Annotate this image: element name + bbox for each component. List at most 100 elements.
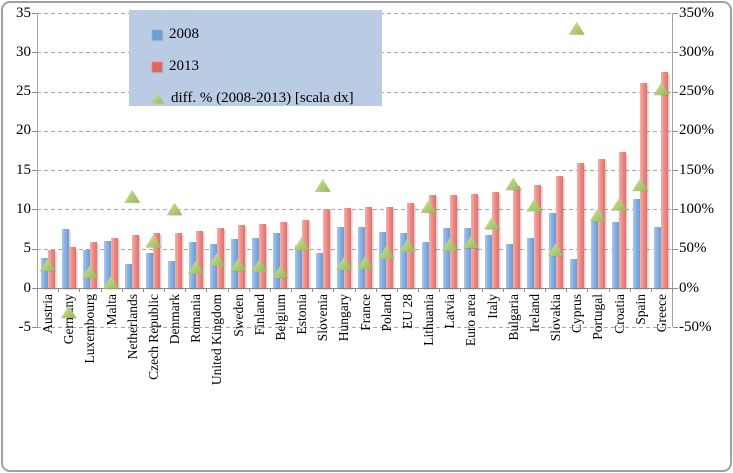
bar-2008-denmark xyxy=(167,260,175,288)
right-axis-tick-label: 250% xyxy=(679,83,714,100)
bar-2008-ireland xyxy=(527,237,535,288)
x-axis-tick xyxy=(439,288,441,292)
x-axis-tick xyxy=(269,288,271,292)
left-axis-tick-label: 5 xyxy=(23,240,32,257)
diff-marker-cyprus xyxy=(568,21,585,35)
green-triangle-icon xyxy=(151,92,164,104)
category-label-france: France xyxy=(357,294,373,331)
right-axis-tick xyxy=(673,288,678,289)
bar-2013-cyprus xyxy=(576,163,584,288)
left-axis-line xyxy=(37,13,38,328)
category-label-hungary: Hungary xyxy=(336,294,352,342)
bar-2013-slovakia xyxy=(555,176,563,288)
right-axis-tick xyxy=(673,130,678,132)
category-label-luxembourg: Luxembourg xyxy=(82,294,98,364)
x-axis-tick xyxy=(629,288,631,292)
bar-2008-belgium xyxy=(273,233,281,288)
bar-2013-romania xyxy=(195,230,203,288)
bar-2008-cyprus xyxy=(569,258,577,288)
x-axis-tick xyxy=(206,288,208,292)
category-label-austria: Austria xyxy=(40,294,56,334)
left-axis-tick xyxy=(32,130,37,132)
left-axis-tick-label: 20 xyxy=(16,122,31,139)
x-axis-tick xyxy=(587,288,589,292)
bar-2013-netherlands xyxy=(132,235,140,288)
right-axis-tick-label: 300% xyxy=(679,43,714,60)
bar-2008-lithuania xyxy=(421,242,429,288)
bar-2013-luxembourg xyxy=(89,241,97,288)
category-label-czech-republic: Czech Republic xyxy=(145,294,161,380)
x-axis-tick xyxy=(37,288,38,292)
right-axis-line xyxy=(672,13,673,328)
category-label-united-kingdom: United Kingdom xyxy=(209,294,225,386)
bar-2013-croatia xyxy=(619,152,627,288)
gridline xyxy=(37,130,672,132)
bar-2013-belgium xyxy=(280,222,288,288)
category-label-finland: Finland xyxy=(251,294,267,336)
bar-2008-portugal xyxy=(590,221,598,288)
legend-item-diff: diff. % (2008-2013) [scala dx] xyxy=(151,82,382,114)
left-axis-tick xyxy=(32,248,37,250)
x-axis-tick xyxy=(566,288,568,292)
left-axis-tick xyxy=(32,327,37,329)
left-axis-tick-label: 30 xyxy=(16,43,31,60)
x-axis-tick xyxy=(185,288,187,292)
bar-2008-estonia xyxy=(294,244,302,288)
x-axis-tick xyxy=(142,288,144,292)
x-axis-tick xyxy=(608,288,610,292)
legend-item-2008: 2008 xyxy=(151,18,382,50)
x-axis-tick xyxy=(58,288,60,292)
bar-2008-bulgaria xyxy=(506,244,514,288)
bar-2013-france xyxy=(365,207,373,288)
left-axis-tick xyxy=(32,209,37,211)
bar-2008-united-kingdom xyxy=(209,244,217,288)
category-label-germany: Germany xyxy=(61,294,77,345)
bar-2008-germany xyxy=(61,229,69,288)
category-label-greece: Greece xyxy=(653,294,669,333)
bar-2013-sweden xyxy=(238,225,246,288)
bar-2013-finland xyxy=(259,223,267,288)
blue-square-icon xyxy=(151,28,162,40)
bar-2013-portugal xyxy=(597,159,605,288)
gridline xyxy=(37,327,672,329)
category-label-malta: Malta xyxy=(103,294,119,326)
x-axis-tick xyxy=(291,288,292,292)
x-axis-tick xyxy=(100,288,102,292)
left-axis-tick-label: 0 xyxy=(23,279,32,296)
right-axis-tick xyxy=(673,170,678,172)
right-axis-tick xyxy=(673,52,678,54)
red-square-icon xyxy=(151,60,162,72)
right-axis-tick-label: 100% xyxy=(679,200,714,217)
right-axis-tick-label: 50% xyxy=(679,240,707,257)
x-axis-tick xyxy=(460,288,462,292)
category-label-poland: Poland xyxy=(378,294,394,332)
right-axis-tick xyxy=(673,91,678,93)
left-axis-tick-label: 25 xyxy=(16,83,31,100)
category-label-estonia: Estonia xyxy=(294,294,310,335)
category-label-slovakia: Slovakia xyxy=(548,294,564,342)
category-label-latvia: Latvia xyxy=(442,294,458,329)
bar-2008-austria xyxy=(40,258,48,288)
x-axis-tick xyxy=(523,288,525,292)
bar-2013-germany xyxy=(68,247,76,288)
category-label-euro-area: Euro area xyxy=(463,294,479,347)
right-axis-tick-label: -50% xyxy=(679,318,712,335)
bar-2008-euro-area xyxy=(463,228,471,288)
x-axis-tick xyxy=(672,288,673,292)
category-label-slovenia: Slovenia xyxy=(315,294,331,342)
x-axis-tick xyxy=(396,288,398,292)
bar-2013-estonia xyxy=(301,220,309,288)
bar-2013-malta xyxy=(111,237,119,288)
category-label-romania: Romania xyxy=(188,294,204,343)
category-label-cyprus: Cyprus xyxy=(569,294,585,334)
right-axis-tick xyxy=(673,248,678,250)
x-axis-tick xyxy=(121,288,123,292)
bar-2008-romania xyxy=(188,242,196,288)
bar-2008-italy xyxy=(485,235,493,288)
x-axis-tick xyxy=(312,288,314,292)
left-axis-tick xyxy=(32,170,37,172)
bar-2008-poland xyxy=(379,232,387,288)
x-axis-tick xyxy=(502,288,504,292)
